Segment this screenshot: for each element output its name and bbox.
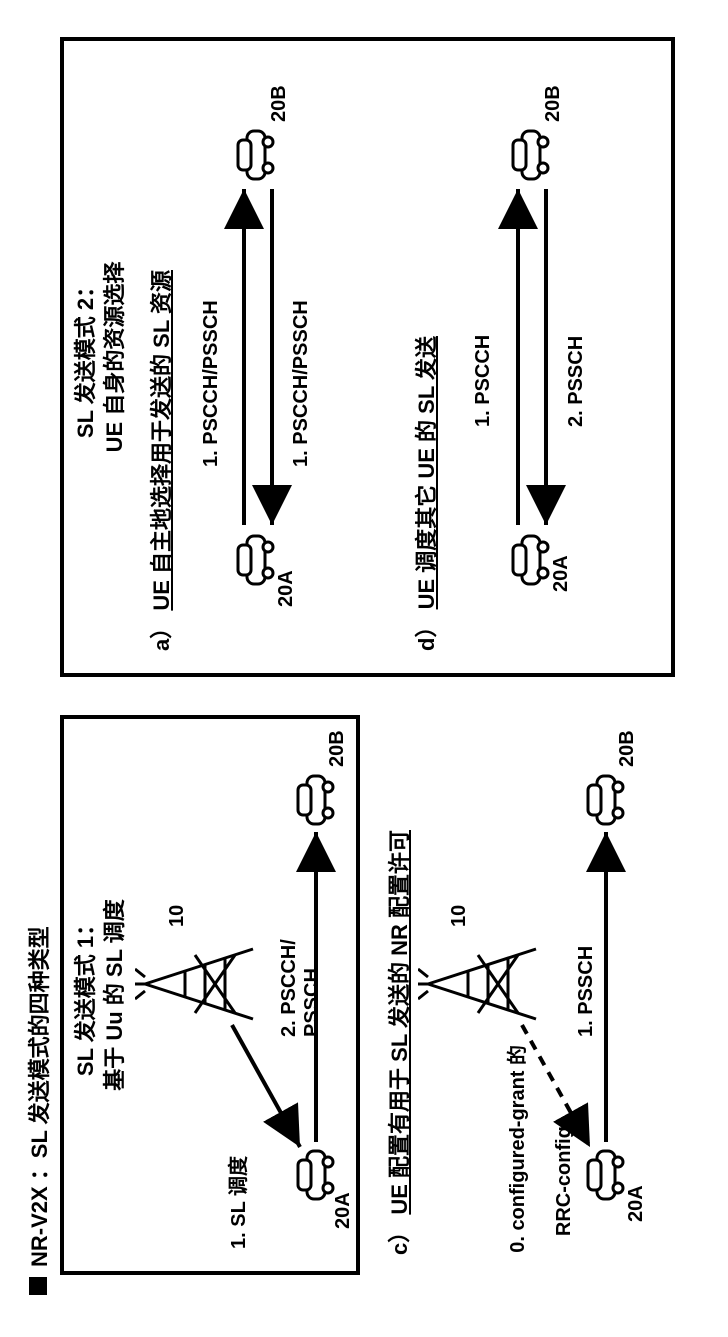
mode1-step1: 1. SL 调度 — [222, 1156, 251, 1249]
mode1-step2: 2. PSCCH/ PSSCH — [278, 939, 324, 1037]
mode1-car-a-icon — [295, 1148, 335, 1202]
mode2a-car-a-icon — [235, 533, 275, 587]
bullet-icon — [29, 1277, 47, 1295]
subc-tower-label: 10 — [448, 905, 471, 927]
mode2-header-l2: UE 自身的资源选择 — [102, 262, 127, 453]
sub-c-letter: c） — [387, 1221, 412, 1255]
subc-step0: 0. configured-grant 的 RRC-config — [478, 1045, 599, 1275]
sub-d-letter: d） — [414, 616, 439, 651]
mode1-tower-label: 10 — [166, 905, 189, 927]
main-title-text: NR-V2X ：SL 发送模式的四种类型 — [22, 926, 54, 1267]
main-title: NR-V2X ：SL 发送模式的四种类型 — [22, 926, 54, 1295]
subc-car-b-label: 20B — [616, 730, 639, 767]
mode2d-car-b-label: 20B — [542, 85, 565, 122]
mode2-header: SL 发送模式 2： UE 自身的资源选择 — [72, 41, 129, 673]
mode2d-car-a-label: 20A — [550, 555, 573, 592]
mode2a-car-b-label: 20B — [268, 85, 291, 122]
mode1-header-l1: SL 发送模式 1： — [73, 914, 98, 1076]
mode2d-car-a-icon — [510, 533, 550, 587]
mode1-tower-icon — [135, 929, 255, 1039]
mode2a-bot-label: 1. PSCCH/PSSCH — [290, 300, 313, 467]
sub-c-row: c） UE 配置有用于 SL 发送的 NR 配置许可 — [382, 830, 414, 1255]
sub-a-letter: a） — [149, 617, 174, 651]
mode2a-top-label: 1. PSCCH/PSSCH — [200, 300, 223, 467]
mode1-car-b-label: 20B — [326, 730, 349, 767]
mode2a-car-b-icon — [235, 128, 275, 182]
sub-d-row: d） UE 调度其它 UE 的 SL 发送 — [409, 336, 441, 651]
subc-car-a-label: 20A — [625, 1185, 648, 1222]
mode1-car-a-label: 20A — [332, 1192, 355, 1229]
sub-d-text: UE 调度其它 UE 的 SL 发送 — [414, 336, 439, 609]
mode2d-car-b-icon — [510, 128, 550, 182]
subc-car-b-icon — [585, 773, 625, 827]
mode2a-car-a-label: 20A — [275, 570, 298, 607]
mode1-header-l2: 基于 Uu 的 SL 调度 — [102, 899, 127, 1091]
subc-tower-icon — [418, 929, 538, 1039]
mode1-header: SL 发送模式 1： 基于 Uu 的 SL 调度 — [72, 719, 129, 1271]
sub-c-text: UE 配置有用于 SL 发送的 NR 配置许可 — [387, 830, 412, 1215]
mode2d-top-label: 1. PSCCH — [472, 335, 495, 427]
mode1-car-b-icon — [295, 773, 335, 827]
subc-step0-l2: RRC-config — [553, 1126, 575, 1253]
mode2-header-l1: SL 发送模式 2： — [73, 276, 98, 438]
subc-step1: 1. PSSCH — [575, 946, 598, 1037]
sub-a-text: UE 自主地选择用于发送的 SL 资源 — [149, 270, 174, 611]
subc-step0-l1: 0. configured-grant 的 — [507, 1045, 529, 1253]
mode2d-bot-label: 2. PSSCH — [565, 336, 588, 427]
sub-a-row: a） UE 自主地选择用于发送的 SL 资源 — [144, 270, 176, 651]
